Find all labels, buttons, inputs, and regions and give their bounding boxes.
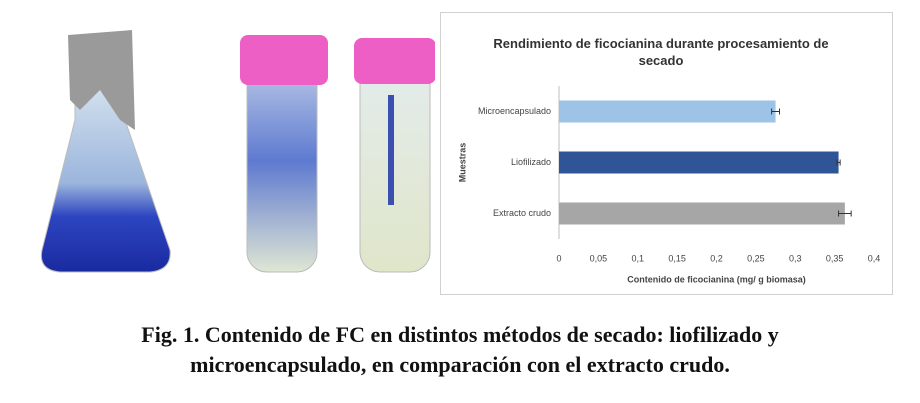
chart-box: Rendimiento de ficocianina durante proce…	[440, 12, 893, 295]
x-tick-label: 0,25	[747, 253, 765, 263]
x-tick-label: 0,4	[868, 253, 881, 263]
caption-line: microencapsulado, en comparación con el …	[190, 352, 730, 377]
x-tick-label: 0,2	[710, 253, 723, 263]
error-bar	[836, 159, 841, 166]
flask	[40, 49, 171, 273]
x-tick-label: 0,35	[826, 253, 844, 263]
chart-title: Rendimiento de ficocianina durante proce…	[493, 36, 829, 68]
cap	[354, 38, 435, 84]
photos	[40, 30, 435, 273]
bar	[559, 151, 839, 174]
y-tick-label: Microencapsulado	[478, 106, 551, 116]
x-tick-label: 0	[556, 253, 561, 263]
x-tick-label: 0,15	[668, 253, 686, 263]
y-tick-label: Extracto crudo	[493, 208, 551, 218]
x-tick-label: 0,3	[789, 253, 802, 263]
foil	[68, 30, 135, 130]
chart: 0 0,05 0,1 0,15 0,2 0,25 0,3 0,35 0,4 Contenido d…	[457, 86, 881, 284]
y-axis-label: Muestras	[457, 143, 467, 183]
error-bar	[771, 108, 780, 115]
stripe	[388, 95, 394, 205]
error-bar	[838, 210, 852, 217]
bar	[559, 202, 845, 225]
caption-line: Fig. 1. Contenido de FC en distintos mét…	[141, 322, 779, 347]
x-tick-label: 0,05	[590, 253, 608, 263]
bar	[559, 100, 776, 123]
x-axis-label: Contenido de ficocianina (mg/ g biomasa)	[627, 274, 806, 284]
cap	[240, 35, 328, 85]
x-tick-label: 0,1	[631, 253, 644, 263]
y-tick-label: Liofilizado	[511, 157, 551, 167]
